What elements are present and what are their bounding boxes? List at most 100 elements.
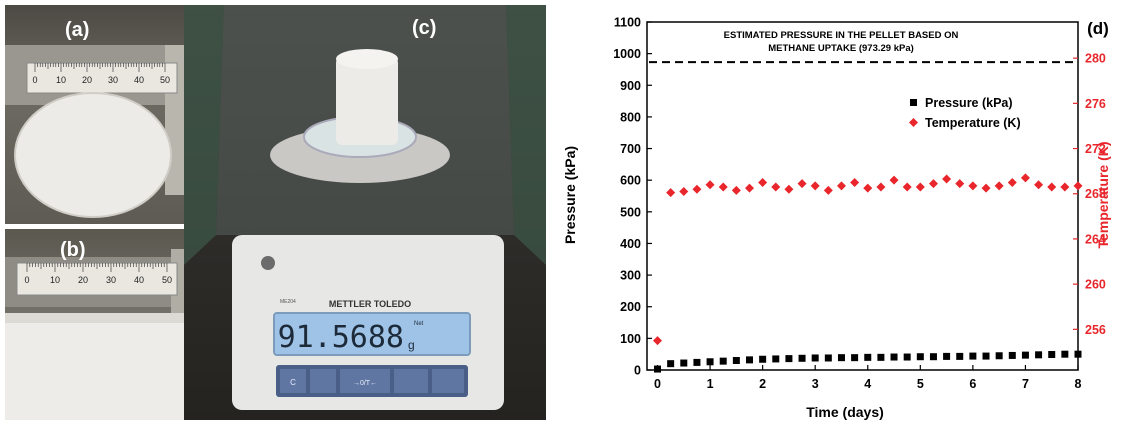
y-tick-label: 900 <box>620 79 641 93</box>
pressure-point <box>732 357 740 365</box>
y-tick-label: 1100 <box>614 16 641 30</box>
pressure-point <box>719 357 727 365</box>
temperature-point <box>1060 182 1070 192</box>
pellet-side <box>5 313 187 420</box>
legend-temperature-marker <box>909 118 918 127</box>
temperature-point <box>653 336 663 346</box>
temperature-point <box>981 183 991 193</box>
pressure-point <box>956 352 964 360</box>
pressure-point <box>798 354 806 362</box>
pellet-side-shade <box>5 313 187 323</box>
temperature-point <box>823 185 833 195</box>
temperature-point <box>902 182 912 192</box>
ruler-a-tick-label: 20 <box>82 75 92 85</box>
balance-key-print <box>310 369 336 393</box>
pellet-on-balance-top <box>336 49 398 69</box>
ruler-b-ticks: 0 10 20 30 40 50 <box>24 263 172 285</box>
legend-pressure-label: Pressure (kPa) <box>925 96 1013 110</box>
panel-label-c: (c) <box>412 17 437 39</box>
temperature-point <box>1034 180 1044 190</box>
temperature-point <box>797 179 807 189</box>
balance-key-c <box>280 369 306 393</box>
y2-tick-label: 260 <box>1085 278 1106 292</box>
temperature-point <box>679 186 689 196</box>
pressure-point <box>680 359 688 367</box>
temperature-point <box>876 182 886 192</box>
temperature-point <box>1073 181 1083 191</box>
panel-label-a: (a) <box>65 19 90 41</box>
ruler-b-tick-label: 10 <box>50 275 60 285</box>
pressure-point <box>916 353 924 361</box>
pressure-point <box>929 353 937 361</box>
legend-temperature-label: Temperature (K) <box>925 116 1021 130</box>
ruler-b-tick-label: 50 <box>162 275 172 285</box>
photo-c-drawing: METTLER TOLEDO ME204 91.5688 g Net C →0/… <box>184 5 546 410</box>
balance-key-cal <box>394 369 428 393</box>
photo-b-pellet-side-view: 0 10 20 30 40 50 (b) <box>5 229 187 420</box>
pressure-point <box>864 353 872 361</box>
pressure-point <box>1008 351 1016 359</box>
y-tick-label: 200 <box>620 300 641 314</box>
y2-tick-label: 280 <box>1085 52 1106 66</box>
pressure-point <box>877 353 885 361</box>
temperature-point <box>1020 173 1030 183</box>
pellet-edge <box>14 92 172 218</box>
panel-label-b: (b) <box>60 239 86 261</box>
y-tick-label: 1000 <box>613 47 641 61</box>
pressure-point <box>785 355 793 363</box>
pressure-point <box>772 355 780 363</box>
ruler-a <box>26 62 178 94</box>
chart-title-line-2: METHANE UPTAKE (973.29 kPa) <box>768 43 914 54</box>
pressure-point <box>969 352 977 360</box>
pressure-point <box>1048 350 1056 358</box>
temperature-point <box>836 181 846 191</box>
y2-tick-label: 276 <box>1085 97 1106 111</box>
x-tick-label: 6 <box>969 377 976 391</box>
ruler-a-tick-label: 0 <box>32 75 37 85</box>
temperature-point <box>915 182 925 192</box>
pressure-point <box>1035 351 1043 359</box>
pressure-point <box>654 365 662 373</box>
chart-axes: 0 100 200 300 400 500 600 700 800 900 1000 1100 0 1 2 3… <box>613 16 1106 392</box>
y2-tick-label: 256 <box>1085 323 1106 337</box>
temperature-point <box>942 174 952 184</box>
temperature-point <box>692 184 702 194</box>
x-tick-label: 2 <box>759 377 766 391</box>
photo-a-drawing: 0 10 20 30 40 50 <box>5 45 187 218</box>
pressure-point <box>903 353 911 361</box>
pellet-top <box>15 93 171 217</box>
photo-c-analytical-balance: METTLER TOLEDO ME204 91.5688 g Net C →0/… <box>184 5 546 420</box>
temperature-point <box>1047 182 1057 192</box>
ruler-b-tick-label: 40 <box>134 275 144 285</box>
temperature-point <box>955 179 965 189</box>
pressure-point <box>824 354 832 362</box>
ruler-a-ticks: 0 10 20 30 40 50 <box>32 63 170 85</box>
pressure-point <box>995 352 1003 360</box>
y-tick-label: 400 <box>620 237 641 251</box>
pressure-point <box>982 352 990 360</box>
temperature-point <box>784 184 794 194</box>
balance-model: ME204 <box>280 299 296 305</box>
temperature-point <box>731 185 741 195</box>
ruler-a-tick-label: 30 <box>108 75 118 85</box>
x-axis-label: Time (days) <box>806 404 884 420</box>
x-tick-label: 3 <box>812 377 819 391</box>
plot-frame <box>646 21 1079 371</box>
y2-axis-label: Temperature (K) <box>1095 141 1111 248</box>
legend: Pressure (kPa) Temperature (K) <box>909 96 1021 130</box>
pressure-point <box>1061 350 1069 358</box>
temperature-point <box>705 180 715 190</box>
y-tick-label: 300 <box>620 269 641 283</box>
temperature-point <box>666 188 676 198</box>
temperature-point <box>810 181 820 191</box>
x-tick-label: 5 <box>917 377 924 391</box>
shield-right-glass <box>506 5 546 265</box>
x-tick-label: 8 <box>1075 377 1082 391</box>
balance-key-c-label: C <box>290 378 296 387</box>
pressure-point <box>943 352 951 360</box>
balance-unit: g <box>408 338 415 352</box>
panel-label-d: (d) <box>1087 19 1109 38</box>
pressure-point <box>745 356 753 364</box>
temperature-point <box>928 179 938 189</box>
pressure-point <box>890 353 898 361</box>
